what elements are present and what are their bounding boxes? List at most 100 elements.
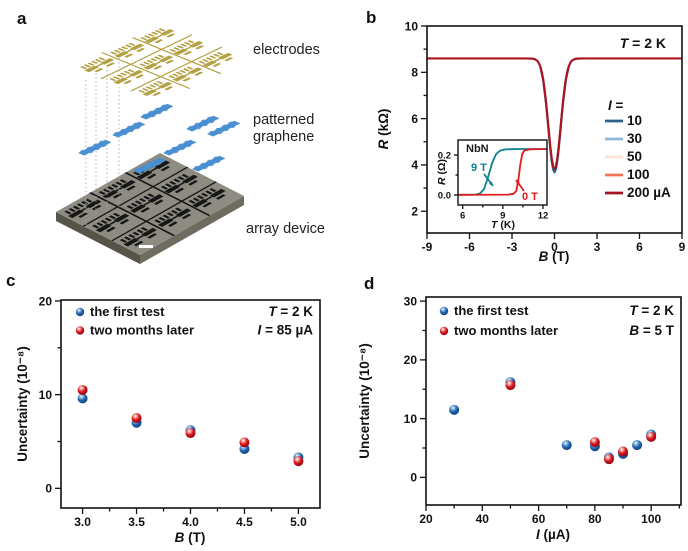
label-electrodes: electrodes	[253, 42, 320, 58]
annotation: T = 2 K	[629, 303, 674, 318]
device-illustration	[56, 28, 244, 264]
chart-c: 3.0 3.5 4.0 4.5 5.0 0 10 20 B (T) Uncertainty (10…	[15, 294, 321, 545]
svg-text:100: 100	[641, 512, 661, 526]
svg-text:-6: -6	[464, 240, 475, 254]
chart-uncertainty-vs-current: 20 40 60 80 100 0 10 20 30 I (µA) Uncertainty (10⁻…	[357, 294, 682, 542]
array-device-chip	[56, 152, 244, 264]
x-axis-label: T (K)	[491, 219, 515, 231]
plot-frame	[457, 139, 548, 206]
scale-bar	[139, 245, 153, 248]
svg-text:I =: I =	[608, 98, 624, 113]
data-point	[589, 437, 600, 448]
svg-text:-9: -9	[422, 240, 433, 254]
panel-label-a: a	[17, 9, 27, 28]
series-line	[457, 148, 548, 196]
svg-text:12: 12	[538, 211, 549, 222]
data-point	[646, 431, 657, 442]
svg-text:3: 3	[594, 240, 601, 254]
graphene-strip	[186, 115, 220, 132]
svg-text:60: 60	[532, 512, 546, 526]
graphene-strip	[112, 121, 146, 138]
svg-text:30: 30	[627, 131, 642, 146]
graphene-strip	[140, 103, 174, 120]
panel-d: 20 40 60 80 100 0 10 20 30 I (µA) Uncertainty (10⁻…	[352, 272, 688, 551]
legend: I =10 30 50 100 200 µA	[605, 98, 671, 200]
svg-text:6: 6	[636, 240, 643, 254]
svg-text:50: 50	[627, 149, 642, 164]
series	[457, 148, 548, 196]
legend: the first test two months later	[75, 304, 194, 338]
data-point	[632, 440, 643, 451]
annotation: T = 2 K	[620, 35, 666, 51]
svg-text:100: 100	[627, 167, 650, 182]
svg-text:20: 20	[419, 512, 433, 526]
inset-text: NbN	[466, 143, 489, 155]
panel-label-c: c	[6, 271, 16, 290]
data-point	[603, 454, 614, 465]
y-axis-label: R (Ω)	[436, 159, 448, 185]
panel-b: -9 -6 -3 0 3 6 9 2 4 6 8 10 B (T) R (kΩ) I = 10 30 50 100 2…	[352, 0, 688, 265]
plot-frame	[60, 299, 321, 509]
svg-text:4: 4	[411, 158, 418, 172]
svg-text:9: 9	[679, 240, 686, 254]
svg-text:3.5: 3.5	[128, 515, 145, 529]
svg-text:10: 10	[39, 388, 53, 402]
graphene-strip	[192, 155, 226, 172]
x-axis-label: I (µA)	[536, 527, 570, 542]
svg-text:10: 10	[404, 412, 418, 426]
graphene-strip	[133, 157, 167, 174]
svg-text:the first test: the first test	[454, 303, 529, 318]
y-axis-label: Uncertainty (10⁻⁸)	[15, 346, 30, 462]
svg-text:0: 0	[551, 240, 558, 254]
svg-text:two months later: two months later	[454, 323, 558, 338]
label-array-device: array device	[246, 221, 325, 237]
graphene-strip	[163, 139, 197, 156]
series	[449, 377, 657, 465]
data-point	[505, 380, 516, 391]
series-line	[457, 148, 547, 196]
svg-text:3.0: 3.0	[74, 515, 91, 529]
series-line	[427, 57, 682, 171]
svg-text:2: 2	[411, 205, 418, 219]
svg-text:6: 6	[411, 112, 418, 126]
electrode-layer	[80, 28, 234, 97]
svg-text:30: 30	[404, 294, 418, 308]
svg-text:40: 40	[476, 512, 490, 526]
y-axis-label: Uncertainty (10⁻⁸)	[357, 343, 372, 459]
chart-d: 20 40 60 80 100 0 10 20 30 I (µA) Uncertainty (10⁻…	[357, 294, 682, 542]
svg-text:4.0: 4.0	[182, 515, 199, 529]
chart-uncertainty-vs-field: 3.0 3.5 4.0 4.5 5.0 0 10 20 B (T) Uncertainty (10…	[15, 294, 321, 545]
legend: the first test two months later	[439, 303, 558, 338]
annotation: T = 2 K	[268, 304, 313, 319]
graphene-strip	[207, 120, 241, 137]
svg-text:10: 10	[627, 113, 642, 128]
patterned-graphene-strips	[78, 103, 241, 174]
svg-text:20: 20	[404, 353, 418, 367]
svg-text:0.0: 0.0	[438, 190, 451, 201]
data-point	[561, 440, 572, 451]
x-axis-label: B (T)	[175, 530, 206, 545]
data-point	[185, 428, 196, 439]
series	[77, 384, 304, 467]
x-axis-label: B (T)	[539, 249, 570, 264]
inset-text: 9 T	[471, 162, 487, 174]
data-point	[131, 413, 142, 424]
panel-a: electrodes patterned graphene array devi…	[0, 0, 352, 270]
inset-text: 0 T	[522, 191, 538, 203]
plot-frame	[425, 296, 682, 506]
panel-label-b: b	[366, 8, 377, 27]
series	[427, 57, 682, 174]
svg-text:4.5: 4.5	[236, 515, 253, 529]
svg-text:9: 9	[500, 211, 505, 222]
data-point	[618, 446, 629, 457]
data-point	[293, 456, 304, 467]
svg-text:80: 80	[588, 512, 602, 526]
svg-text:5.0: 5.0	[290, 515, 307, 529]
svg-text:0: 0	[410, 471, 417, 485]
svg-text:0.2: 0.2	[438, 150, 451, 161]
data-point	[77, 384, 88, 395]
y-axis-label: R (kΩ)	[376, 109, 391, 150]
